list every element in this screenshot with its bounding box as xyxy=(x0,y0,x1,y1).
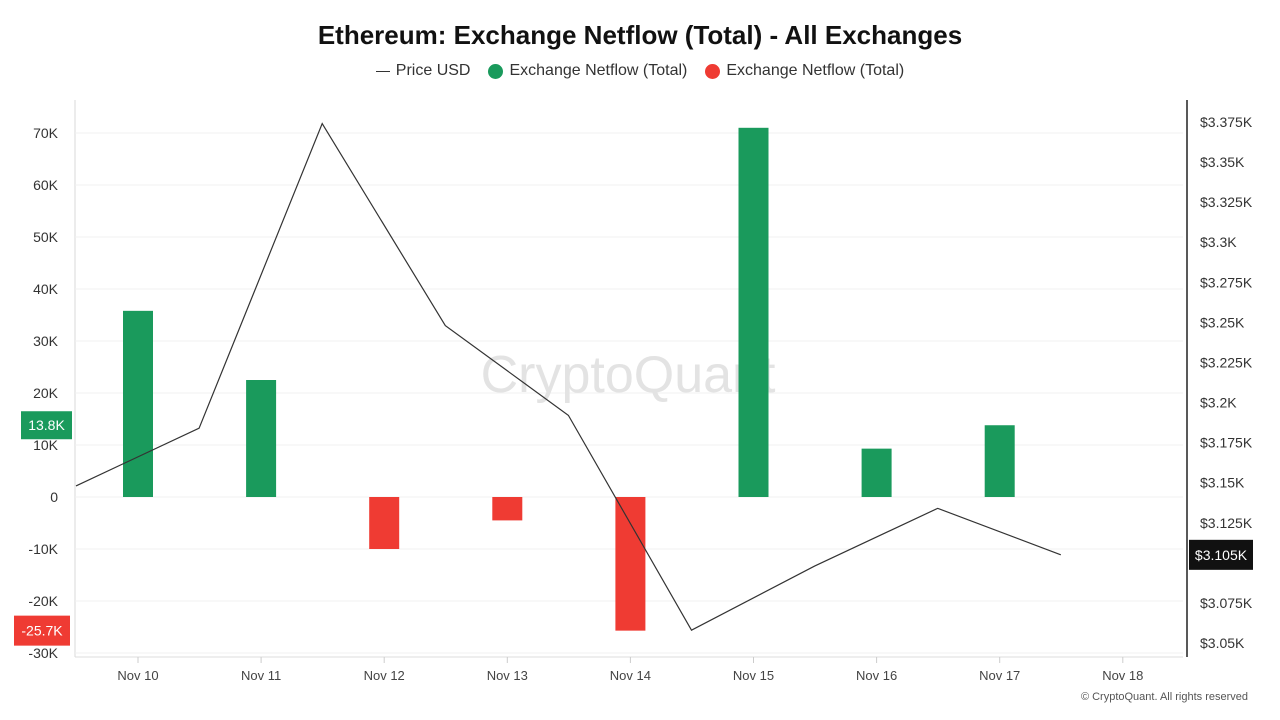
watermark: CryptoQuant xyxy=(481,346,776,404)
y-right-tick-label: $3.325K xyxy=(1200,194,1253,210)
left-min-marker-label: -25.7K xyxy=(21,623,63,639)
y-left-tick-label: -10K xyxy=(28,541,58,557)
x-tick-label: Nov 14 xyxy=(610,668,651,683)
x-tick-label: Nov 12 xyxy=(364,668,405,683)
y-left-tick-label: -30K xyxy=(28,645,58,661)
left-value-marker xyxy=(21,411,72,440)
legend-item-netflow-positive[interactable]: Exchange Netflow (Total) xyxy=(488,62,687,80)
y-right-tick-label: $3.075K xyxy=(1200,595,1253,611)
y-left-tick-label: 70K xyxy=(33,125,59,141)
legend-label-netflow-negative: Exchange Netflow (Total) xyxy=(726,62,905,79)
y-right-tick-label: $3.2K xyxy=(1200,395,1237,411)
netflow-bar xyxy=(123,310,153,497)
right-price-marker xyxy=(1189,539,1253,570)
y-right-tick-label: $3.125K xyxy=(1200,515,1253,531)
netflow-bar xyxy=(615,497,646,631)
y-right-tick-label: $3.225K xyxy=(1200,354,1253,370)
x-tick-label: Nov 11 xyxy=(241,668,281,683)
netflow-bar xyxy=(492,497,523,521)
y-left-tick-label: 20K xyxy=(33,385,59,401)
left-min-marker xyxy=(14,615,70,646)
legend-item-netflow-negative[interactable]: Exchange Netflow (Total) xyxy=(705,62,904,80)
chart-title: Ethereum: Exchange Netflow (Total) - All… xyxy=(317,20,963,50)
x-tick-label: Nov 10 xyxy=(117,668,158,683)
x-tick-label: Nov 13 xyxy=(487,668,528,683)
legend-label-netflow-positive: Exchange Netflow (Total) xyxy=(509,62,688,79)
x-tick-label: Nov 15 xyxy=(733,668,774,683)
netflow-bar xyxy=(861,448,892,497)
y-right-tick-label: $3.3K xyxy=(1200,234,1237,250)
price-line xyxy=(75,122,1062,631)
legend-item-price[interactable]: Price USD xyxy=(375,62,471,80)
y-right-tick-label: $3.05K xyxy=(1200,635,1245,651)
legend-dot-green xyxy=(488,63,504,79)
y-right-tick-label: $3.15K xyxy=(1200,475,1245,491)
y-right-tick-label: $3.275K xyxy=(1200,274,1253,290)
legend-label-price: Price USD xyxy=(395,62,471,79)
y-left-tick-label: 30K xyxy=(33,333,59,349)
legend: Price USD Exchange Netflow (Total) Excha… xyxy=(0,62,1280,80)
y-right-tick-label: $3.25K xyxy=(1200,314,1245,330)
left-value-marker-label: 13.8K xyxy=(28,417,65,433)
netflow-bar xyxy=(738,127,769,498)
y-right-tick-label: $3.35K xyxy=(1200,154,1245,170)
y-right-tick-label: $3.175K xyxy=(1200,435,1253,451)
y-left-tick-label: -20K xyxy=(28,593,58,609)
netflow-bar xyxy=(369,497,400,549)
copyright-notice: © CryptoQuant. All rights reserved xyxy=(1080,691,1248,703)
y-left-tick-label: 60K xyxy=(33,177,59,193)
x-tick-label: Nov 16 xyxy=(856,668,897,683)
legend-dot-red xyxy=(705,63,721,79)
y-left-tick-label: 10K xyxy=(33,437,59,453)
y-left-tick-label: 40K xyxy=(33,281,59,297)
netflow-bar xyxy=(984,425,1015,497)
y-left-tick-label: 0 xyxy=(50,489,58,505)
x-tick-label: Nov 18 xyxy=(1102,668,1143,683)
legend-line-swatch xyxy=(375,70,390,72)
y-right-tick-label: $3.375K xyxy=(1200,114,1253,130)
netflow-bar xyxy=(246,380,277,497)
y-left-tick-label: 50K xyxy=(33,229,59,245)
x-tick-label: Nov 17 xyxy=(979,668,1020,683)
right-price-marker-label: $3.105K xyxy=(1195,547,1248,563)
